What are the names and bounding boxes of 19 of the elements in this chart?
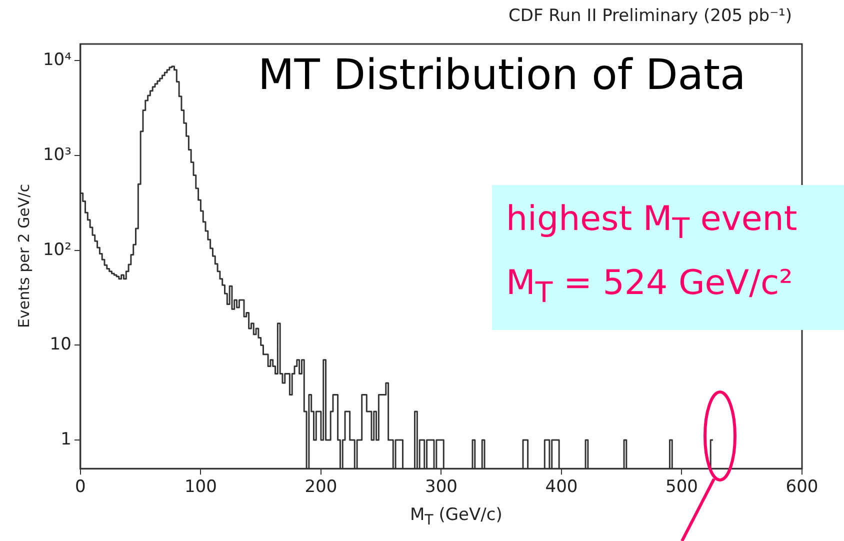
annotation: highest M$_{T}$ event xyxy=(506,199,798,245)
x-tick-label: 300 xyxy=(424,477,458,498)
annotation: MT Distribution of Data xyxy=(258,50,746,99)
x-tick-label: 100 xyxy=(184,477,217,498)
text-box: highest M$_{T}$ event M$_{T}$ = 524 GeV/c² xyxy=(492,185,844,330)
x-tick-label: 200 xyxy=(304,477,338,498)
y-tick-label: 10⁴ xyxy=(42,50,72,70)
annotation: M$_{T}$ = 524 GeV/c² xyxy=(506,263,793,309)
y-axis-title: Events per 2 GeV/c xyxy=(15,184,33,328)
y-tick-label: 10² xyxy=(42,240,72,260)
y-tick-label: 10 xyxy=(50,334,72,355)
x-axis-title: M$_{T}$ (GeV/c) xyxy=(410,505,502,528)
y-tick-label: 1 xyxy=(60,429,72,450)
y-tick-label: 10³ xyxy=(42,144,72,165)
x-tick-label: 0 xyxy=(75,477,86,498)
chart-title: CDF Run II Preliminary (205 pb⁻¹) xyxy=(508,6,792,26)
x-tick-label: 400 xyxy=(545,477,578,498)
x-tick-label: 600 xyxy=(786,477,818,498)
x-tick-label: 500 xyxy=(666,477,698,498)
